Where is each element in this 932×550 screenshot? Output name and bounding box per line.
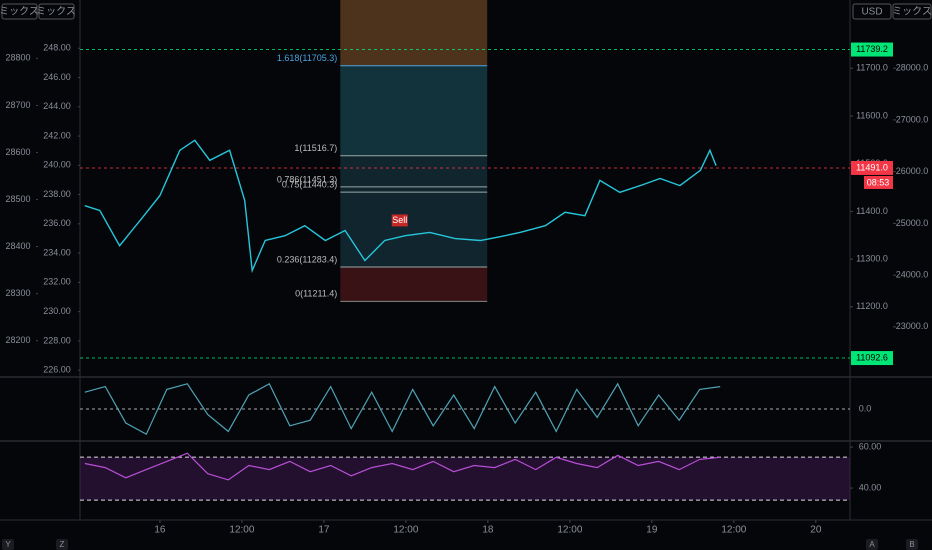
- y-tick-label: 28700: [5, 100, 30, 110]
- toolbar-button[interactable]: [906, 539, 918, 550]
- axis-tag: ミックス: [892, 6, 932, 18]
- fib-zone: [340, 267, 488, 302]
- price-label: 11739.2: [856, 44, 888, 54]
- y-tick-label: 11600.0: [856, 110, 888, 120]
- toolbar-button[interactable]: [56, 539, 68, 550]
- y-tick-label: 226.00: [43, 365, 71, 375]
- toolbar-button[interactable]: [866, 539, 878, 550]
- y-tick-label: 228.00: [43, 335, 71, 345]
- y-tick-label: 26000.0: [896, 166, 929, 176]
- y-tick-label: 28500: [5, 194, 30, 204]
- fib-label: 0(11211.4): [295, 289, 337, 299]
- x-tick-label: 16: [154, 525, 166, 536]
- y-tick-label: 27000.0: [896, 114, 929, 124]
- y-tick-label: 28200: [5, 335, 30, 345]
- toolbar-button[interactable]: [2, 539, 14, 550]
- fib-zone: [340, 155, 488, 268]
- signal-label: Sell: [392, 215, 407, 225]
- rsi-band: [80, 457, 850, 501]
- fib-zone: [340, 0, 488, 66]
- series-line: [84, 139, 717, 274]
- fib-label: 0.75(11440.3): [282, 180, 337, 190]
- fib-label: 1.618(11705.3): [277, 53, 337, 63]
- price-label-box: [851, 351, 893, 366]
- tag-box: [1, 3, 38, 20]
- toolbar-button-label[interactable]: Y: [5, 540, 11, 549]
- toolbar-button-label[interactable]: Z: [60, 540, 65, 549]
- y-tick-label: 11700.0: [856, 63, 888, 73]
- toolbar-button-label[interactable]: B: [909, 540, 914, 549]
- tag-box: [852, 3, 892, 20]
- fib-label: 1(11516.7): [294, 143, 337, 153]
- countdown-box: [864, 175, 893, 189]
- price-label: 11491.0: [856, 162, 888, 172]
- y-tick-label: 60.00: [859, 441, 882, 451]
- y-tick-label: 0.0: [859, 403, 872, 413]
- y-tick-label: 242.00: [43, 130, 71, 140]
- x-tick-label: 12:00: [557, 525, 582, 536]
- y-tick-label: 11300.0: [856, 253, 888, 263]
- price-label-box: [851, 160, 893, 175]
- price-label-box: [851, 42, 893, 57]
- y-tick-label: 244.00: [43, 101, 71, 111]
- y-tick-label: 28000.0: [896, 63, 929, 73]
- y-tick-label: 230.00: [43, 306, 71, 316]
- signal-box: [391, 214, 408, 227]
- x-tick-label: 12:00: [721, 525, 746, 536]
- fib-zone: [340, 65, 488, 156]
- tag-box: [892, 3, 932, 20]
- x-tick-label: 19: [646, 525, 658, 536]
- y-tick-label: 11200.0: [856, 301, 888, 311]
- y-tick-label: 28600: [5, 147, 30, 157]
- y-tick-label: 24000.0: [896, 269, 929, 279]
- x-tick-label: 12:00: [229, 525, 254, 536]
- y-tick-label: 246.00: [43, 72, 71, 82]
- y-tick-label: 238.00: [43, 189, 71, 199]
- y-tick-label: 40.00: [859, 482, 882, 492]
- y-tick-label: 234.00: [43, 247, 71, 257]
- y-tick-label: 236.00: [43, 218, 71, 228]
- tag-box: [38, 3, 75, 20]
- axis-tag: USD: [861, 7, 882, 18]
- y-tick-label: 28300: [5, 288, 30, 298]
- x-tick-label: 17: [318, 525, 330, 536]
- price-label: 11092.6: [856, 352, 888, 362]
- x-tick-label: 18: [482, 525, 494, 536]
- fib-label: 0.236(11283.4): [277, 254, 337, 264]
- series-line: [84, 382, 721, 436]
- y-tick-label: 25000.0: [896, 218, 929, 228]
- y-tick-label: 23000.0: [896, 321, 929, 331]
- x-tick-label: 12:00: [393, 525, 418, 536]
- x-tick-label: 20: [810, 525, 822, 536]
- y-tick-label: 28400: [5, 241, 30, 251]
- series-line: [84, 452, 721, 481]
- axis-tag: ミックス: [36, 6, 76, 18]
- toolbar-button-label[interactable]: A: [869, 540, 875, 549]
- y-tick-label: 28800: [5, 53, 30, 63]
- y-tick-label: 232.00: [43, 277, 71, 287]
- axis-tag: ミックス: [0, 6, 39, 18]
- countdown: 08:53: [867, 177, 890, 187]
- y-tick-label: 248.00: [43, 43, 71, 53]
- y-tick-label: 11400.0: [856, 206, 888, 216]
- fib-label: 0.786(11451.3): [277, 174, 337, 184]
- y-tick-label: 240.00: [43, 160, 71, 170]
